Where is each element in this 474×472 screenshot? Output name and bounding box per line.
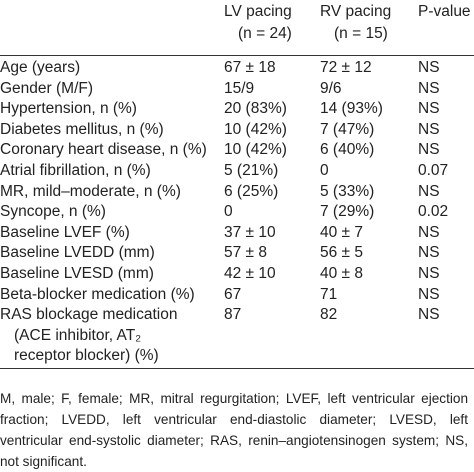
cell: 5 (21%) <box>224 162 279 179</box>
cell: NS <box>418 244 440 262</box>
row-label: RAS blockage medication <box>0 306 178 324</box>
cell: 7 (47%) <box>320 120 375 138</box>
cell: 40 ± 8 <box>320 265 363 282</box>
cell: 0 <box>320 162 329 179</box>
cell: 7 (29%) <box>320 203 375 221</box>
column-header: (n = 15) <box>334 25 388 42</box>
cell: NS <box>418 306 440 324</box>
column-header: RV pacing <box>320 3 392 20</box>
cell: 0.07 <box>418 162 449 179</box>
row-label: Hypertension, n (%) <box>0 100 137 118</box>
cell: NS <box>418 223 440 241</box>
cell: 40 ± 7 <box>320 223 363 241</box>
row-label: MR, mild–moderate, n (%) <box>0 182 181 200</box>
column-header: (n = 24) <box>238 25 292 42</box>
row-label: Age (years) <box>0 59 81 76</box>
row-label: Syncope, n (%) <box>0 203 106 221</box>
cell: 15/9 <box>224 79 255 97</box>
row-label: Diabetes mellitus, n (%) <box>0 120 164 138</box>
cell: 6 (40%) <box>320 141 375 159</box>
cell: NS <box>418 182 440 200</box>
row-label: (ACE inhibitor, AT₂ <box>14 326 142 344</box>
row-label: Gender (M/F) <box>0 79 94 97</box>
cell: NS <box>418 100 440 118</box>
row-label: Baseline LVEDD (mm) <box>0 244 155 262</box>
cell: 0.02 <box>418 203 449 221</box>
header-rule <box>0 55 474 56</box>
row-label: Baseline LVEF (%) <box>0 223 130 241</box>
cell: 42 ± 10 <box>224 265 276 282</box>
column-header: LV pacing <box>224 3 292 20</box>
cell: 20 (83%) <box>224 100 287 118</box>
cell: NS <box>418 120 440 138</box>
cell: 56 ± 5 <box>320 244 363 262</box>
page: M, male; F, female; MR, mitral regurgita… <box>0 3 474 469</box>
cell: NS <box>418 141 440 159</box>
cell: NS <box>418 285 440 303</box>
cell: 14 (93%) <box>320 100 383 118</box>
cell: 67 <box>224 285 242 303</box>
cell: 10 (42%) <box>224 141 287 159</box>
cell: 37 ± 10 <box>224 223 276 241</box>
row-label: Baseline LVESD (mm) <box>0 265 154 282</box>
cell: 5 (33%) <box>320 182 375 200</box>
row-label: receptor blocker) (%) <box>14 347 159 365</box>
cell: 57 ± 8 <box>224 244 267 262</box>
cell: 10 (42%) <box>224 120 287 138</box>
cell: NS <box>418 59 440 76</box>
cell: 0 <box>224 203 233 221</box>
table-bottom-rule <box>0 368 474 369</box>
cell: 71 <box>320 285 338 303</box>
row-label: Atrial fibrillation, n (%) <box>0 162 151 179</box>
cell: 87 <box>224 306 242 324</box>
row-label: Coronary heart disease, n (%) <box>0 141 207 159</box>
cell: 6 (25%) <box>224 182 279 200</box>
footnote: M, male; F, female; MR, mitral regurgita… <box>0 391 468 469</box>
row-label: Beta-blocker medication (%) <box>0 285 195 303</box>
cell: 72 ± 12 <box>320 59 372 76</box>
cell: 67 ± 18 <box>224 59 276 76</box>
column-header: P-value <box>418 3 471 20</box>
cell: 9/6 <box>320 79 342 97</box>
cell: NS <box>418 79 440 97</box>
cell: NS <box>418 265 440 282</box>
cell: 82 <box>320 306 338 324</box>
